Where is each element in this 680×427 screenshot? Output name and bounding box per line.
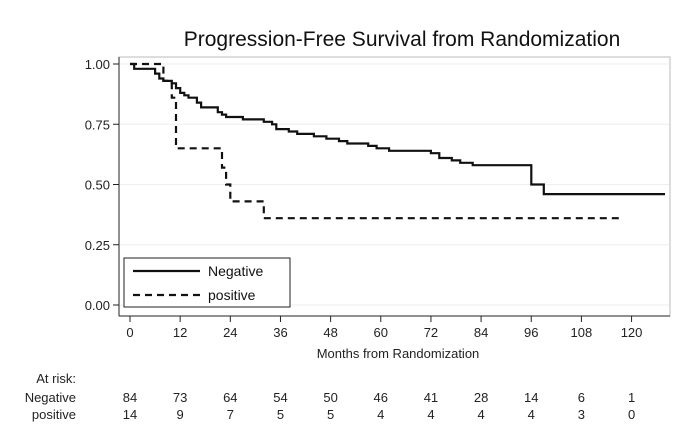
- risk-count: 9: [177, 407, 184, 422]
- x-tick-label: 72: [424, 325, 438, 340]
- x-tick-label: 36: [273, 325, 287, 340]
- grid-lines: [120, 63, 669, 306]
- risk-count: 0: [628, 407, 635, 422]
- x-tick-label: 84: [474, 325, 488, 340]
- risk-count: 6: [578, 390, 585, 405]
- x-axis: 0 12 24 36 48 60 72 84 96 108 120: [119, 315, 670, 340]
- risk-count: 4: [427, 407, 434, 422]
- risk-count: 4: [528, 407, 535, 422]
- x-tick-label: 48: [323, 325, 337, 340]
- risk-count: 41: [424, 390, 438, 405]
- risk-count: 1: [628, 390, 635, 405]
- legend-label-negative: Negative: [208, 263, 263, 279]
- risk-count: 4: [477, 407, 484, 422]
- risk-count: 54: [273, 390, 287, 405]
- y-tick-label: 0.75: [85, 117, 110, 132]
- risk-count: 14: [524, 390, 538, 405]
- x-tick-label: 96: [524, 325, 538, 340]
- risk-table-header: At risk:: [36, 371, 76, 386]
- chart-title: Progression-Free Survival from Randomiza…: [184, 28, 621, 51]
- legend-box: [123, 257, 291, 308]
- risk-count: 5: [327, 407, 334, 422]
- risk-counts: 84 73 64 54 50 46 41 28 14 6 114 9 7 5 5 4 4 4 4 3 0: [123, 390, 635, 422]
- series-line-positive: [130, 62, 624, 220]
- y-tick-label: 1.00: [85, 57, 110, 72]
- x-tick-label: 120: [621, 325, 643, 340]
- risk-count: 3: [578, 407, 585, 422]
- risk-count: 73: [173, 390, 187, 405]
- y-tick-label: 0.25: [85, 238, 110, 253]
- risk-count: 4: [377, 407, 384, 422]
- x-tick-label: 108: [571, 325, 593, 340]
- x-tick-label: 60: [374, 325, 388, 340]
- risk-count: 50: [323, 390, 337, 405]
- x-axis-label: Months from Randomization: [317, 346, 480, 361]
- risk-count: 84: [123, 390, 137, 405]
- risk-count: 64: [223, 390, 237, 405]
- x-tick-label: 0: [126, 325, 133, 340]
- y-tick-label: 0.00: [85, 298, 110, 313]
- risk-count: 5: [277, 407, 284, 422]
- risk-count: 14: [123, 407, 137, 422]
- risk-row-label-negative: Negative: [25, 390, 76, 405]
- risk-count: 28: [474, 390, 488, 405]
- series-line-negative: [130, 62, 665, 196]
- series-layer: [130, 62, 665, 220]
- risk-count: 46: [374, 390, 388, 405]
- legend-label-positive: positive: [208, 287, 256, 303]
- x-tick-label: 24: [223, 325, 237, 340]
- risk-table: At risk: Negative positive 84 73 64 54 50 46 4…: [25, 371, 635, 422]
- risk-count: 7: [227, 407, 234, 422]
- y-axis: 0.00 0.25 0.50 0.75 1.00: [85, 57, 120, 316]
- y-tick-label: 0.50: [85, 178, 110, 193]
- legend: Negative positive: [123, 257, 291, 308]
- x-tick-label: 12: [173, 325, 187, 340]
- risk-row-label-positive: positive: [32, 407, 76, 422]
